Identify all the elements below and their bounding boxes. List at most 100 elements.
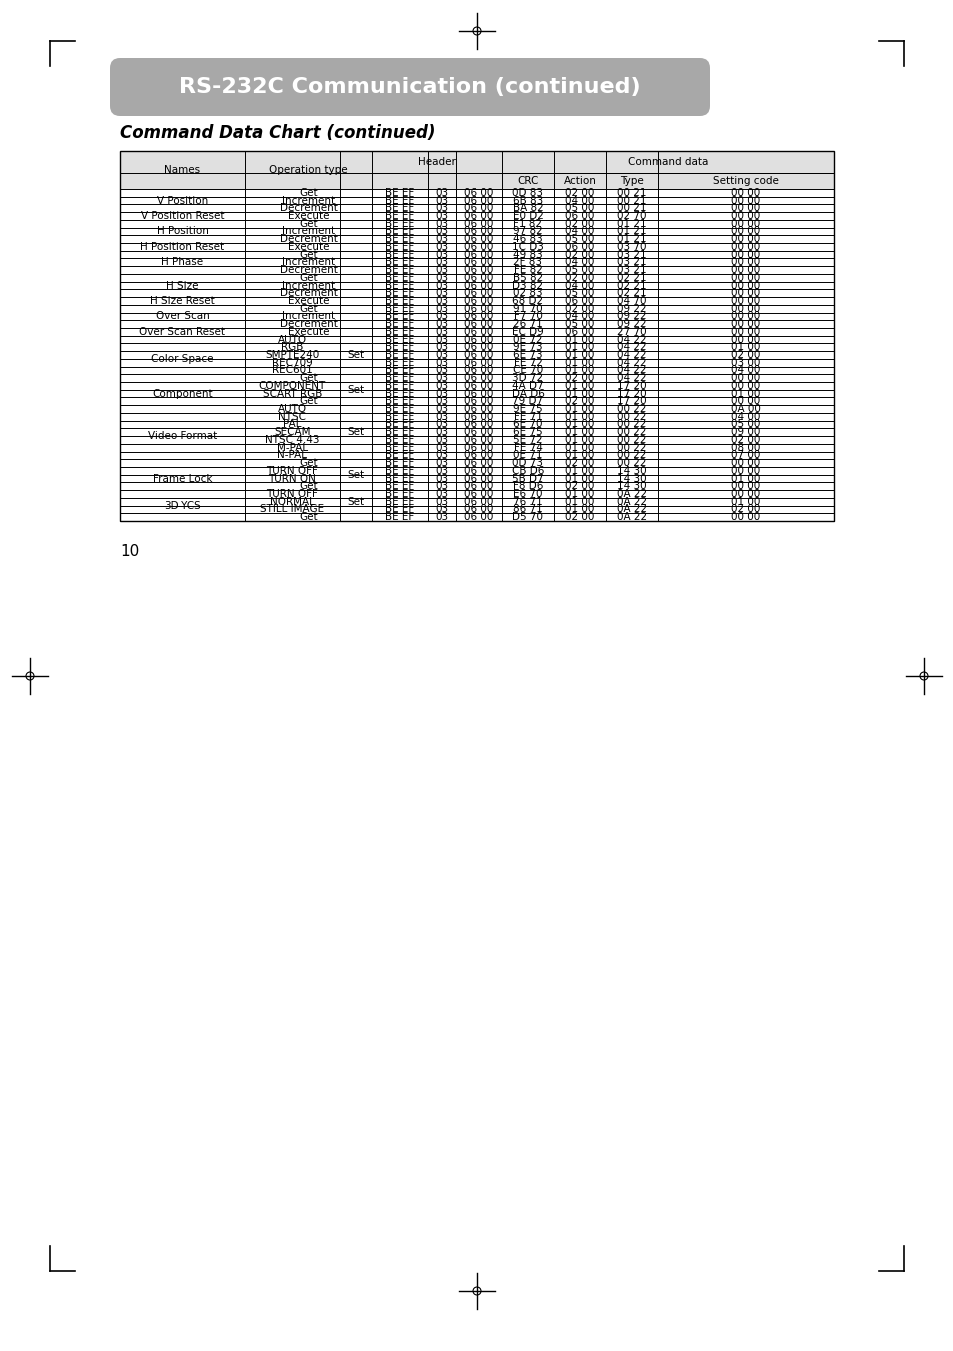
Text: 0E 71: 0E 71 [513, 450, 542, 461]
Text: 03: 03 [435, 319, 448, 330]
Text: 01 00: 01 00 [565, 450, 594, 461]
Text: Execute: Execute [288, 211, 329, 222]
Text: 06 00: 06 00 [464, 319, 493, 330]
Text: SCART RGB: SCART RGB [262, 389, 322, 399]
Text: Execute: Execute [288, 242, 329, 251]
Text: Over Scan Reset: Over Scan Reset [139, 327, 225, 336]
Text: Component: Component [152, 389, 213, 399]
Text: 08 00: 08 00 [731, 443, 760, 453]
Text: 79 D7: 79 D7 [512, 396, 543, 407]
Text: 03: 03 [435, 443, 448, 453]
Text: 86 71: 86 71 [513, 504, 542, 515]
Text: F7 70: F7 70 [513, 311, 542, 322]
Text: 01 00: 01 00 [565, 427, 594, 438]
Text: TURN ON: TURN ON [269, 474, 316, 484]
Text: 00 22: 00 22 [617, 420, 646, 430]
Text: 06 00: 06 00 [464, 466, 493, 476]
Text: 03: 03 [435, 342, 448, 353]
Text: CB D6: CB D6 [511, 466, 543, 476]
Text: 06 00: 06 00 [464, 412, 493, 422]
Text: 06 00: 06 00 [464, 358, 493, 367]
Text: Get: Get [299, 188, 317, 197]
Text: 01 00: 01 00 [565, 381, 594, 390]
Text: 03: 03 [435, 435, 448, 444]
Text: 06 00: 06 00 [464, 481, 493, 492]
Text: BE EF: BE EF [385, 474, 415, 484]
Text: BE EF: BE EF [385, 512, 415, 521]
Text: Increment: Increment [282, 281, 335, 290]
Text: Increment: Increment [282, 257, 335, 267]
Text: 02 21: 02 21 [617, 288, 646, 299]
Text: 1C D3: 1C D3 [512, 242, 543, 251]
Text: 05 00: 05 00 [565, 234, 594, 245]
Text: 02 00: 02 00 [731, 435, 760, 444]
Text: 00 00: 00 00 [731, 311, 760, 322]
Text: 06 00: 06 00 [565, 296, 594, 305]
Text: 03: 03 [435, 250, 448, 259]
Text: 02 00: 02 00 [565, 396, 594, 407]
Text: 00 22: 00 22 [617, 412, 646, 422]
Text: 06 00: 06 00 [464, 427, 493, 438]
Text: 00 00: 00 00 [731, 304, 760, 313]
Text: TURN OFF: TURN OFF [266, 466, 318, 476]
Text: 03: 03 [435, 281, 448, 290]
Text: BE EF: BE EF [385, 257, 415, 267]
Text: 06 00: 06 00 [565, 211, 594, 222]
Text: 09 00: 09 00 [731, 427, 760, 438]
Text: 68 D2: 68 D2 [512, 296, 543, 305]
Text: Set: Set [347, 385, 364, 394]
Text: 04 22: 04 22 [617, 358, 646, 367]
Bar [120, 173, 833, 189]
Text: 76 71: 76 71 [513, 497, 542, 507]
Text: BE EF: BE EF [385, 420, 415, 430]
Text: NTSC 4.43: NTSC 4.43 [265, 435, 319, 444]
Text: BE EF: BE EF [385, 327, 415, 336]
Text: Get: Get [299, 481, 317, 492]
Text: BE EF: BE EF [385, 296, 415, 305]
Text: 02 00: 02 00 [731, 350, 760, 359]
Text: V Position: V Position [156, 196, 208, 205]
Text: 04 00: 04 00 [565, 257, 594, 267]
Text: 06 00: 06 00 [464, 327, 493, 336]
Text: 06 00: 06 00 [464, 420, 493, 430]
Text: BE EF: BE EF [385, 265, 415, 276]
Text: 06 00: 06 00 [464, 350, 493, 359]
Text: Get: Get [299, 219, 317, 228]
Text: BA 82: BA 82 [512, 203, 543, 213]
Text: 03 70: 03 70 [617, 242, 646, 251]
Text: 0A 22: 0A 22 [617, 512, 646, 521]
Text: 06 00: 06 00 [464, 265, 493, 276]
Text: 03 00: 03 00 [731, 358, 760, 367]
Text: 49 83: 49 83 [513, 250, 542, 259]
Text: 0A 22: 0A 22 [617, 497, 646, 507]
Text: 09 22: 09 22 [617, 311, 646, 322]
Text: 00 22: 00 22 [617, 404, 646, 413]
Text: 00 00: 00 00 [731, 335, 760, 345]
Text: 06 00: 06 00 [464, 450, 493, 461]
Text: 03 21: 03 21 [617, 250, 646, 259]
Text: BE EF: BE EF [385, 319, 415, 330]
Text: 06 00: 06 00 [464, 288, 493, 299]
Text: 97 82: 97 82 [513, 227, 542, 236]
Text: BE EF: BE EF [385, 396, 415, 407]
Text: Decrement: Decrement [279, 203, 337, 213]
Text: 00 00: 00 00 [731, 281, 760, 290]
Text: 01 00: 01 00 [565, 412, 594, 422]
Text: 01 00: 01 00 [565, 474, 594, 484]
Text: Get: Get [299, 458, 317, 467]
Text: Increment: Increment [282, 227, 335, 236]
Text: 14 30: 14 30 [617, 481, 646, 492]
Text: BE EF: BE EF [385, 435, 415, 444]
Text: 03: 03 [435, 227, 448, 236]
Text: 01 00: 01 00 [565, 504, 594, 515]
Text: 03: 03 [435, 296, 448, 305]
Text: Set: Set [347, 427, 364, 438]
Text: 02 00: 02 00 [565, 250, 594, 259]
Text: 5B D7: 5B D7 [512, 474, 543, 484]
Text: 06 00: 06 00 [464, 234, 493, 245]
Text: Execute: Execute [288, 296, 329, 305]
Text: 06 00: 06 00 [464, 474, 493, 484]
Text: Get: Get [299, 396, 317, 407]
Text: NTSC: NTSC [278, 412, 306, 422]
Text: BE EF: BE EF [385, 242, 415, 251]
